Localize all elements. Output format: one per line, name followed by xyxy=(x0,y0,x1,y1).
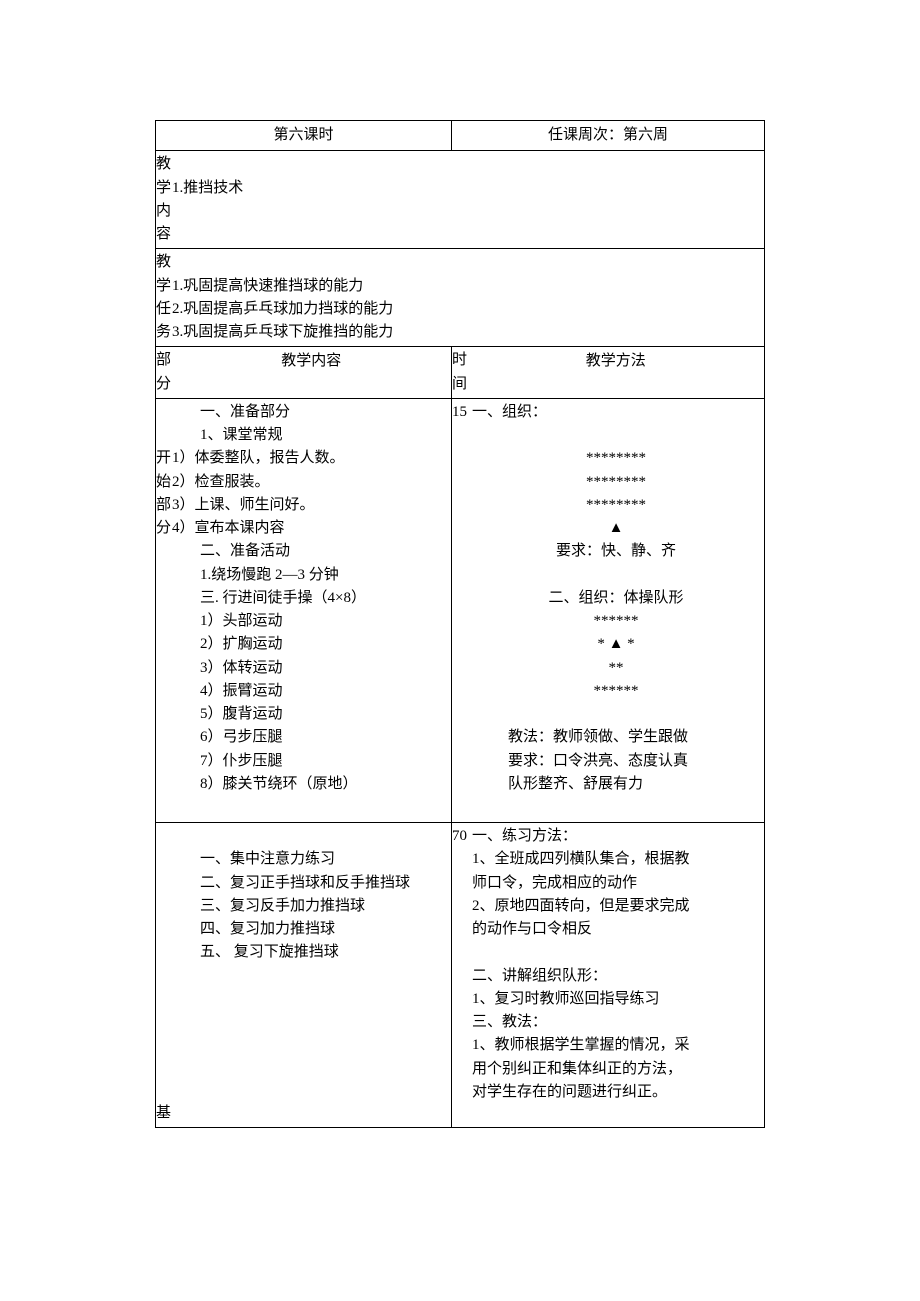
method-line: ******** xyxy=(468,494,764,517)
column-headers-row: 部 分 教学内容 时 间 教学方法 xyxy=(156,347,765,399)
method-line: 2、原地四面转向，但是要求完成 xyxy=(468,895,764,918)
method-line: 师口令，完成相应的动作 xyxy=(468,872,764,895)
method-line: 三、教法： xyxy=(468,1011,764,1034)
teaching-content-cell: 教 学 内 容 1.推挡技术 xyxy=(156,151,765,249)
content-line: 4）宣布本课内容 xyxy=(172,517,451,540)
method-line: 要求：口令洪亮、态度认真 xyxy=(468,750,764,773)
method-line: 用个别纠正和集体纠正的方法， xyxy=(468,1058,764,1081)
content-line: 3）体转运动 xyxy=(172,657,451,680)
content-line: 5）腹背运动 xyxy=(172,703,451,726)
part1-content-cell: 开 始 部 分 一、准备部分1、课堂常规1）体委整队，报告人数。2）检查服装。3… xyxy=(156,398,452,822)
content-line xyxy=(172,825,451,848)
part2-section-spacer xyxy=(156,825,172,965)
teaching-task-item: 2.巩固提高乒乓球加力挡球的能力 xyxy=(172,298,764,321)
part1-content-body: 一、准备部分1、课堂常规1）体委整队，报告人数。2）检查服装。3）上课、师生问好… xyxy=(172,401,451,796)
content-line: 四、复习加力推挡球 xyxy=(172,918,451,941)
teaching-tasks-cell: 教 学 任 务 1.巩固提高快速推挡球的能力 2.巩固提高乒乓球加力挡球的能力 … xyxy=(156,249,765,347)
method-line: ** xyxy=(468,657,764,680)
content-line: 7）仆步压腿 xyxy=(172,750,451,773)
teaching-content-item: 1.推挡技术 xyxy=(172,177,764,200)
method-line xyxy=(468,941,764,964)
content-line: 1.绕场慢跑 2—3 分钟 xyxy=(172,564,451,587)
content-line: 1、课堂常规 xyxy=(172,424,451,447)
content-line: 二、复习正手挡球和反手推挡球 xyxy=(172,872,451,895)
teaching-task-item: 1.巩固提高快速推挡球的能力 xyxy=(172,275,764,298)
teaching-content-row: 教 学 内 容 1.推挡技术 xyxy=(156,151,765,249)
content-line: 一、集中注意力练习 xyxy=(172,848,451,871)
method-line xyxy=(468,424,764,447)
teaching-task-item: 3.巩固提高乒乓球下旋推挡的能力 xyxy=(172,321,764,344)
content-line: 2）扩胸运动 xyxy=(172,633,451,656)
method-line: 对学生存在的问题进行纠正。 xyxy=(468,1081,764,1104)
section-header: 部 分 xyxy=(156,347,172,399)
part2-content-cell: 一、集中注意力练习二、复习正手挡球和反手推挡球三、复习反手加力推挡球四、复习加力… xyxy=(156,823,452,1128)
content-line: 三、复习反手加力推挡球 xyxy=(172,895,451,918)
method-line: ******** xyxy=(468,471,764,494)
teaching-tasks-row: 教 学 任 务 1.巩固提高快速推挡球的能力 2.巩固提高乒乓球加力挡球的能力 … xyxy=(156,249,765,347)
lesson-title-cell: 第六课时 xyxy=(156,121,452,151)
part1-method-body: 一、组织： ************************▲要求：快、静、齐 … xyxy=(468,401,764,796)
teaching-tasks-label: 教 学 任 务 xyxy=(156,251,172,344)
time-header: 时 间 xyxy=(452,347,468,399)
method-line xyxy=(468,703,764,726)
method-line: ******** xyxy=(468,447,764,470)
method-line: ****** xyxy=(468,680,764,703)
method-line: ****** xyxy=(468,610,764,633)
method-line: 的动作与口令相反 xyxy=(468,918,764,941)
part2-method-body: 一、练习方法：1、全班成四列横队集合，根据教师口令，完成相应的动作2、原地四面转… xyxy=(468,825,764,1104)
content-header: 教学内容 xyxy=(172,347,452,399)
content-line: 五、 复习下旋推挡球 xyxy=(172,941,451,964)
content-line: 三. 行进间徒手操（4×8） xyxy=(172,587,451,610)
lesson-title: 第六课时 xyxy=(273,127,333,143)
method-line: 要求：快、静、齐 xyxy=(468,540,764,563)
part1-section-label: 开 始 部 分 xyxy=(156,401,172,796)
week-title: 任课周次：第六周 xyxy=(548,127,668,143)
method-line xyxy=(468,564,764,587)
part2-row: 一、集中注意力练习二、复习正手挡球和反手推挡球三、复习反手加力推挡球四、复习加力… xyxy=(156,823,765,1128)
content-line: 6）弓步压腿 xyxy=(172,726,451,749)
content-line: 4）振臂运动 xyxy=(172,680,451,703)
content-line: 1）头部运动 xyxy=(172,610,451,633)
part2-section-label: 基 xyxy=(156,1102,172,1125)
method-line: 1、复习时教师巡回指导练习 xyxy=(468,988,764,1011)
method-line: 二、组织：体操队形 xyxy=(468,587,764,610)
method-line: 一、练习方法： xyxy=(468,825,764,848)
method-line: 1、教师根据学生掌握的情况，采 xyxy=(468,1034,764,1057)
method-line: * ▲ * xyxy=(468,633,764,656)
part1-method-cell: 15 一、组织： ************************▲要求：快、静… xyxy=(452,398,765,822)
content-line: 一、准备部分 xyxy=(172,401,451,424)
content-line: 2）检查服装。 xyxy=(172,471,451,494)
content-line: 1）体委整队，报告人数。 xyxy=(172,447,451,470)
teaching-content-label: 教 学 内 容 xyxy=(156,153,172,246)
content-line: 8）膝关节绕环（原地） xyxy=(172,773,451,796)
part1-time: 15 xyxy=(452,401,468,796)
teaching-tasks-body: 1.巩固提高快速推挡球的能力 2.巩固提高乒乓球加力挡球的能力 3.巩固提高乒乓… xyxy=(172,251,764,344)
method-line: 队形整齐、舒展有力 xyxy=(468,773,764,796)
header-row: 第六课时 任课周次：第六周 xyxy=(156,121,765,151)
method-line: 教法：教师领做、学生跟做 xyxy=(468,726,764,749)
week-title-cell: 任课周次：第六周 xyxy=(452,121,765,151)
method-line: 二、讲解组织队形： xyxy=(468,965,764,988)
method-line: 一、组织： xyxy=(468,401,764,424)
method-line: 1、全班成四列横队集合，根据教 xyxy=(468,848,764,871)
teaching-content-body: 1.推挡技术 xyxy=(172,153,764,246)
method-header: 教学方法 xyxy=(468,347,765,399)
content-line: 二、准备活动 xyxy=(172,540,451,563)
part2-time: 70 xyxy=(452,825,468,1104)
lesson-plan-table: 第六课时 任课周次：第六周 教 学 内 容 1.推挡技术 xyxy=(155,120,765,1128)
content-line: 3）上课、师生问好。 xyxy=(172,494,451,517)
part2-method-cell: 70 一、练习方法：1、全班成四列横队集合，根据教师口令，完成相应的动作2、原地… xyxy=(452,823,765,1128)
part2-content-body: 一、集中注意力练习二、复习正手挡球和反手推挡球三、复习反手加力推挡球四、复习加力… xyxy=(172,825,451,965)
method-line: ▲ xyxy=(468,517,764,540)
part1-row: 开 始 部 分 一、准备部分1、课堂常规1）体委整队，报告人数。2）检查服装。3… xyxy=(156,398,765,822)
